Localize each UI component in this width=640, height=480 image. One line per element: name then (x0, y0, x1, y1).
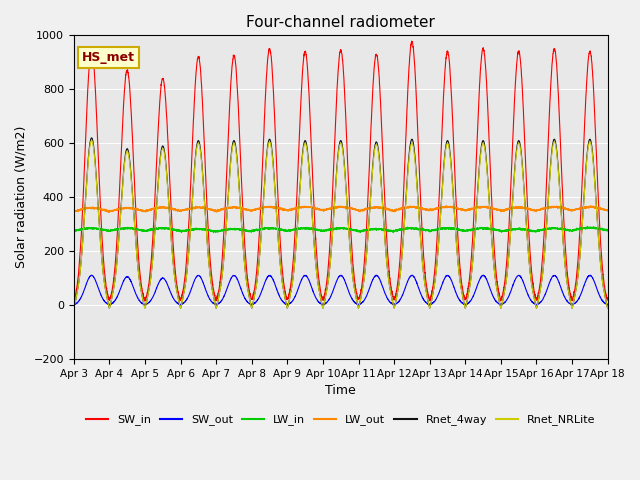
SW_out (491, 297, 499, 302)
LW_out (166, 205, 173, 211)
Rnet_4way (604, 303, 611, 309)
LW_in (431, 227, 438, 233)
Rnet_4way (604, 305, 612, 311)
Rnet_4way (431, 279, 438, 285)
SW_in (461, 295, 468, 300)
SW_out (461, 301, 468, 307)
SW_in (604, 295, 611, 301)
Rnet_NRLite (70, 305, 77, 311)
LW_in (321, 228, 328, 233)
SW_out (372, 272, 380, 278)
SW_in (70, 297, 77, 302)
LW_out (70, 208, 77, 214)
Y-axis label: Solar radiation (W/m2): Solar radiation (W/m2) (15, 126, 28, 268)
SW_out (70, 301, 77, 307)
Title: Four-channel radiometer: Four-channel radiometer (246, 15, 435, 30)
Rnet_NRLite (321, 298, 329, 303)
SW_in (491, 254, 499, 260)
Rnet_4way (166, 217, 174, 223)
LW_in (604, 228, 611, 233)
Text: HS_met: HS_met (82, 51, 135, 64)
LW_in (460, 228, 468, 234)
LW_in (604, 228, 612, 234)
LW_out (604, 208, 611, 214)
Rnet_NRLite (461, 302, 468, 308)
SW_in (408, 38, 415, 44)
SW_out (321, 300, 328, 306)
LW_out (321, 206, 328, 212)
SW_in (604, 297, 612, 303)
Legend: SW_in, SW_out, LW_in, LW_out, Rnet_4way, Rnet_NRLite: SW_in, SW_out, LW_in, LW_out, Rnet_4way,… (82, 410, 600, 430)
X-axis label: Time: Time (325, 384, 356, 397)
Rnet_NRLite (88, 138, 95, 144)
SW_out (604, 302, 612, 308)
SW_out (166, 288, 173, 293)
LW_in (491, 226, 499, 232)
LW_out (105, 209, 113, 215)
Line: LW_in: LW_in (74, 227, 608, 233)
Rnet_NRLite (106, 305, 113, 311)
LW_out (461, 207, 468, 213)
Rnet_NRLite (604, 303, 611, 309)
Rnet_NRLite (431, 279, 438, 285)
Line: Rnet_4way: Rnet_4way (74, 138, 608, 308)
SW_out (431, 298, 438, 304)
SW_in (141, 298, 148, 304)
Rnet_4way (106, 305, 113, 311)
Rnet_NRLite (604, 305, 612, 311)
LW_out (604, 207, 612, 213)
SW_in (321, 290, 328, 296)
Line: LW_out: LW_out (74, 206, 608, 212)
Line: Rnet_NRLite: Rnet_NRLite (74, 141, 608, 308)
Rnet_NRLite (166, 219, 174, 225)
Rnet_4way (321, 297, 329, 303)
LW_out (431, 206, 438, 212)
Rnet_4way (461, 302, 468, 308)
LW_in (210, 230, 218, 236)
SW_out (604, 301, 611, 307)
Line: SW_out: SW_out (74, 275, 608, 305)
SW_out (141, 302, 149, 308)
LW_in (584, 224, 591, 229)
Rnet_4way (88, 135, 95, 141)
LW_in (70, 228, 77, 233)
Line: SW_in: SW_in (74, 41, 608, 301)
SW_in (166, 179, 173, 185)
Rnet_4way (70, 305, 77, 311)
Rnet_4way (491, 270, 499, 276)
LW_in (166, 225, 173, 231)
Rnet_NRLite (491, 271, 499, 276)
LW_out (491, 205, 499, 211)
LW_out (442, 203, 450, 209)
SW_in (431, 266, 438, 272)
